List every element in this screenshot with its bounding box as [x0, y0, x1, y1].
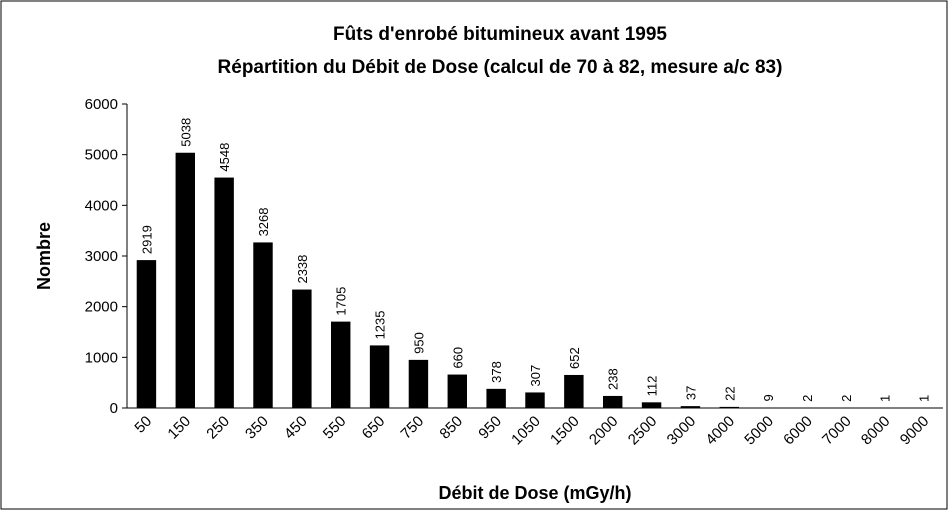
data-label: 3268	[256, 207, 271, 236]
data-label: 1	[878, 395, 893, 402]
y-tick-label: 3000	[85, 248, 118, 265]
data-label: 652	[567, 347, 582, 369]
data-label: 9	[761, 394, 776, 401]
bar	[564, 374, 584, 408]
data-label: 238	[606, 368, 621, 390]
data-label: 2919	[139, 225, 154, 254]
data-label: 5038	[178, 118, 193, 147]
bar	[680, 406, 701, 408]
data-label: 4548	[217, 143, 232, 172]
y-tick-label: 1000	[85, 349, 118, 366]
chart-subtitle: Répartition du Débit de Dose (calcul de …	[218, 57, 783, 78]
data-label: 2	[839, 395, 854, 402]
data-label: 112	[645, 376, 660, 397]
data-label: 307	[528, 365, 543, 387]
bar	[214, 177, 234, 408]
bar	[253, 242, 273, 408]
bar	[331, 321, 351, 408]
y-axis-title: Nombre	[34, 222, 54, 290]
data-label: 1	[917, 395, 932, 402]
chart-title: Fûts d'enrobé bitumineux avant 1995	[333, 24, 667, 45]
bar	[603, 395, 623, 408]
data-label: 2	[800, 395, 815, 402]
data-label: 22	[722, 386, 737, 400]
bar	[408, 359, 429, 408]
y-tick-label: 4000	[85, 197, 118, 214]
bar	[525, 392, 545, 408]
bar	[447, 374, 467, 408]
bar	[641, 402, 662, 408]
data-label: 950	[411, 332, 426, 354]
data-label: 37	[683, 386, 698, 400]
bar	[486, 388, 506, 408]
y-tick-label: 5000	[85, 147, 118, 164]
data-label: 1235	[373, 311, 388, 340]
data-label: 2338	[295, 255, 310, 284]
bar	[175, 152, 195, 408]
y-tick-label: 0	[110, 400, 118, 417]
data-label: 660	[450, 347, 465, 369]
bar	[136, 260, 157, 408]
bar	[719, 406, 739, 408]
x-axis-title: Débit de Dose (mGy/h)	[438, 483, 631, 503]
bar	[292, 289, 312, 408]
data-label: 1705	[334, 287, 349, 316]
bar	[369, 345, 390, 408]
data-label: 378	[489, 361, 504, 383]
y-tick-label: 6000	[85, 96, 118, 113]
y-tick-label: 2000	[85, 299, 118, 316]
